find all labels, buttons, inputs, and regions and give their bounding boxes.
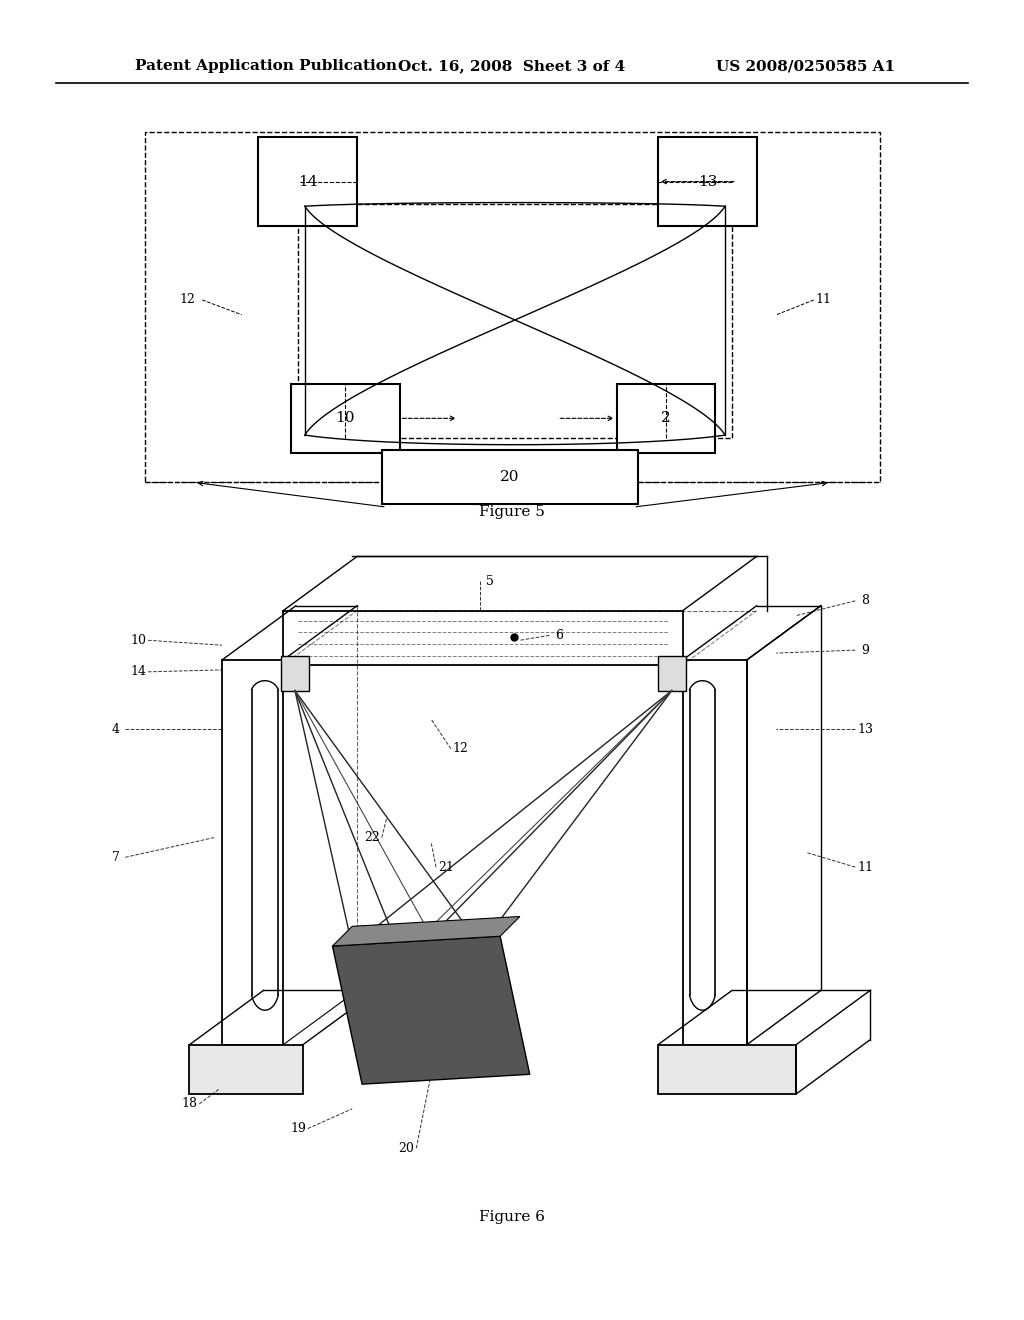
Text: 13: 13 [857, 722, 873, 735]
Text: 11: 11 [816, 293, 831, 306]
Bar [658, 656, 686, 690]
Text: 12: 12 [453, 742, 469, 755]
Text: 13: 13 [697, 174, 717, 189]
Text: Oct. 16, 2008  Sheet 3 of 4: Oct. 16, 2008 Sheet 3 of 4 [398, 59, 626, 73]
Text: 22: 22 [365, 832, 380, 843]
Text: 21: 21 [438, 861, 454, 874]
Text: 4: 4 [112, 722, 120, 735]
Text: 9: 9 [861, 644, 869, 656]
Text: 2: 2 [662, 412, 671, 425]
Text: Patent Application Publication: Patent Application Publication [135, 59, 397, 73]
Text: 5: 5 [486, 574, 495, 587]
Bar [658, 137, 757, 226]
Text: 19: 19 [290, 1122, 306, 1135]
Bar [382, 450, 638, 504]
Bar [291, 384, 399, 453]
Polygon shape [333, 936, 529, 1084]
Text: 10: 10 [336, 412, 355, 425]
Text: 18: 18 [181, 1097, 198, 1110]
Text: Figure 5: Figure 5 [479, 506, 545, 519]
Text: US 2008/0250585 A1: US 2008/0250585 A1 [716, 59, 895, 73]
Text: 20: 20 [398, 1142, 415, 1155]
Bar [616, 384, 715, 453]
Text: 14: 14 [298, 174, 317, 189]
Text: 10: 10 [130, 634, 146, 647]
Text: 11: 11 [857, 861, 873, 874]
Text: Figure 6: Figure 6 [479, 1210, 545, 1225]
Bar [298, 205, 732, 438]
Text: 6: 6 [555, 628, 563, 642]
Text: 20: 20 [501, 470, 520, 483]
Text: 14: 14 [130, 665, 146, 678]
Bar [189, 1044, 303, 1094]
Text: 12: 12 [179, 293, 196, 306]
Bar [658, 1044, 796, 1094]
Text: 7: 7 [112, 851, 120, 863]
Polygon shape [333, 916, 520, 946]
Bar [258, 137, 357, 226]
Bar [282, 656, 309, 690]
Text: 8: 8 [861, 594, 869, 607]
Bar [145, 132, 880, 482]
